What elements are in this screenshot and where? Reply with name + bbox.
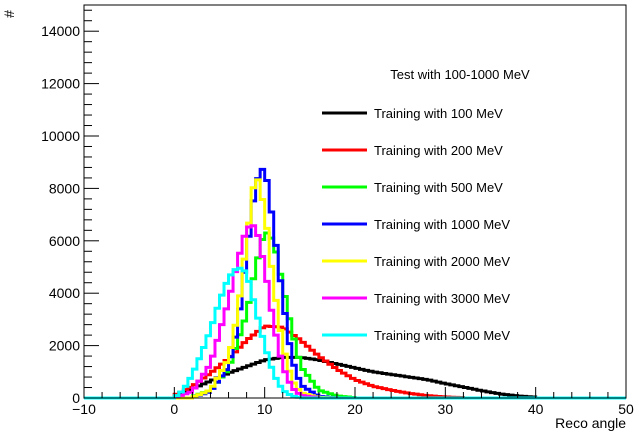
y-tick-label: 10000 xyxy=(41,128,80,144)
series-line-6 xyxy=(84,224,626,400)
legend: Test with 100-1000 MeV Training with 100… xyxy=(322,67,530,343)
x-tick-label: 10 xyxy=(257,401,273,417)
series-line-3 xyxy=(84,231,626,400)
series-line-5 xyxy=(84,178,626,400)
plot-frame xyxy=(83,4,627,399)
legend-label: Training with 5000 MeV xyxy=(374,328,510,343)
x-tick-label: 20 xyxy=(347,401,363,417)
series-line-4 xyxy=(84,167,626,400)
legend-header: Test with 100-1000 MeV xyxy=(390,67,530,82)
legend-label: Training with 2000 MeV xyxy=(374,254,510,269)
legend-label: Training with 3000 MeV xyxy=(374,291,510,306)
y-axis-title: # xyxy=(1,10,17,18)
x-tick-label: 30 xyxy=(438,401,454,417)
x-tick-label: −10 xyxy=(72,401,96,417)
y-tick-label: 8000 xyxy=(49,180,80,196)
legend-label: Training with 100 MeV xyxy=(374,106,503,121)
legend-label: Training with 500 MeV xyxy=(374,180,503,195)
x-tick-label: 50 xyxy=(618,401,634,417)
plot-area xyxy=(83,4,627,399)
x-tick-label: 0 xyxy=(170,401,178,417)
legend-label: Training with 200 MeV xyxy=(374,143,503,158)
y-tick-label: 2000 xyxy=(49,338,80,354)
y-tick-label: 12000 xyxy=(41,76,80,92)
y-tick-label: 14000 xyxy=(41,23,80,39)
x-axis-title: Reco angle xyxy=(555,415,626,431)
series-layer xyxy=(84,167,626,400)
axes-layer: −10 0 10 20 30 40 5002000400060008000100001200… xyxy=(41,5,634,417)
y-tick-label: 4000 xyxy=(49,285,80,301)
series-line-1 xyxy=(84,355,626,400)
y-tick-label: 0 xyxy=(72,390,80,406)
x-tick-label: 40 xyxy=(528,401,544,417)
legend-label: Training with 1000 MeV xyxy=(374,217,510,232)
y-tick-label: 6000 xyxy=(49,233,80,249)
